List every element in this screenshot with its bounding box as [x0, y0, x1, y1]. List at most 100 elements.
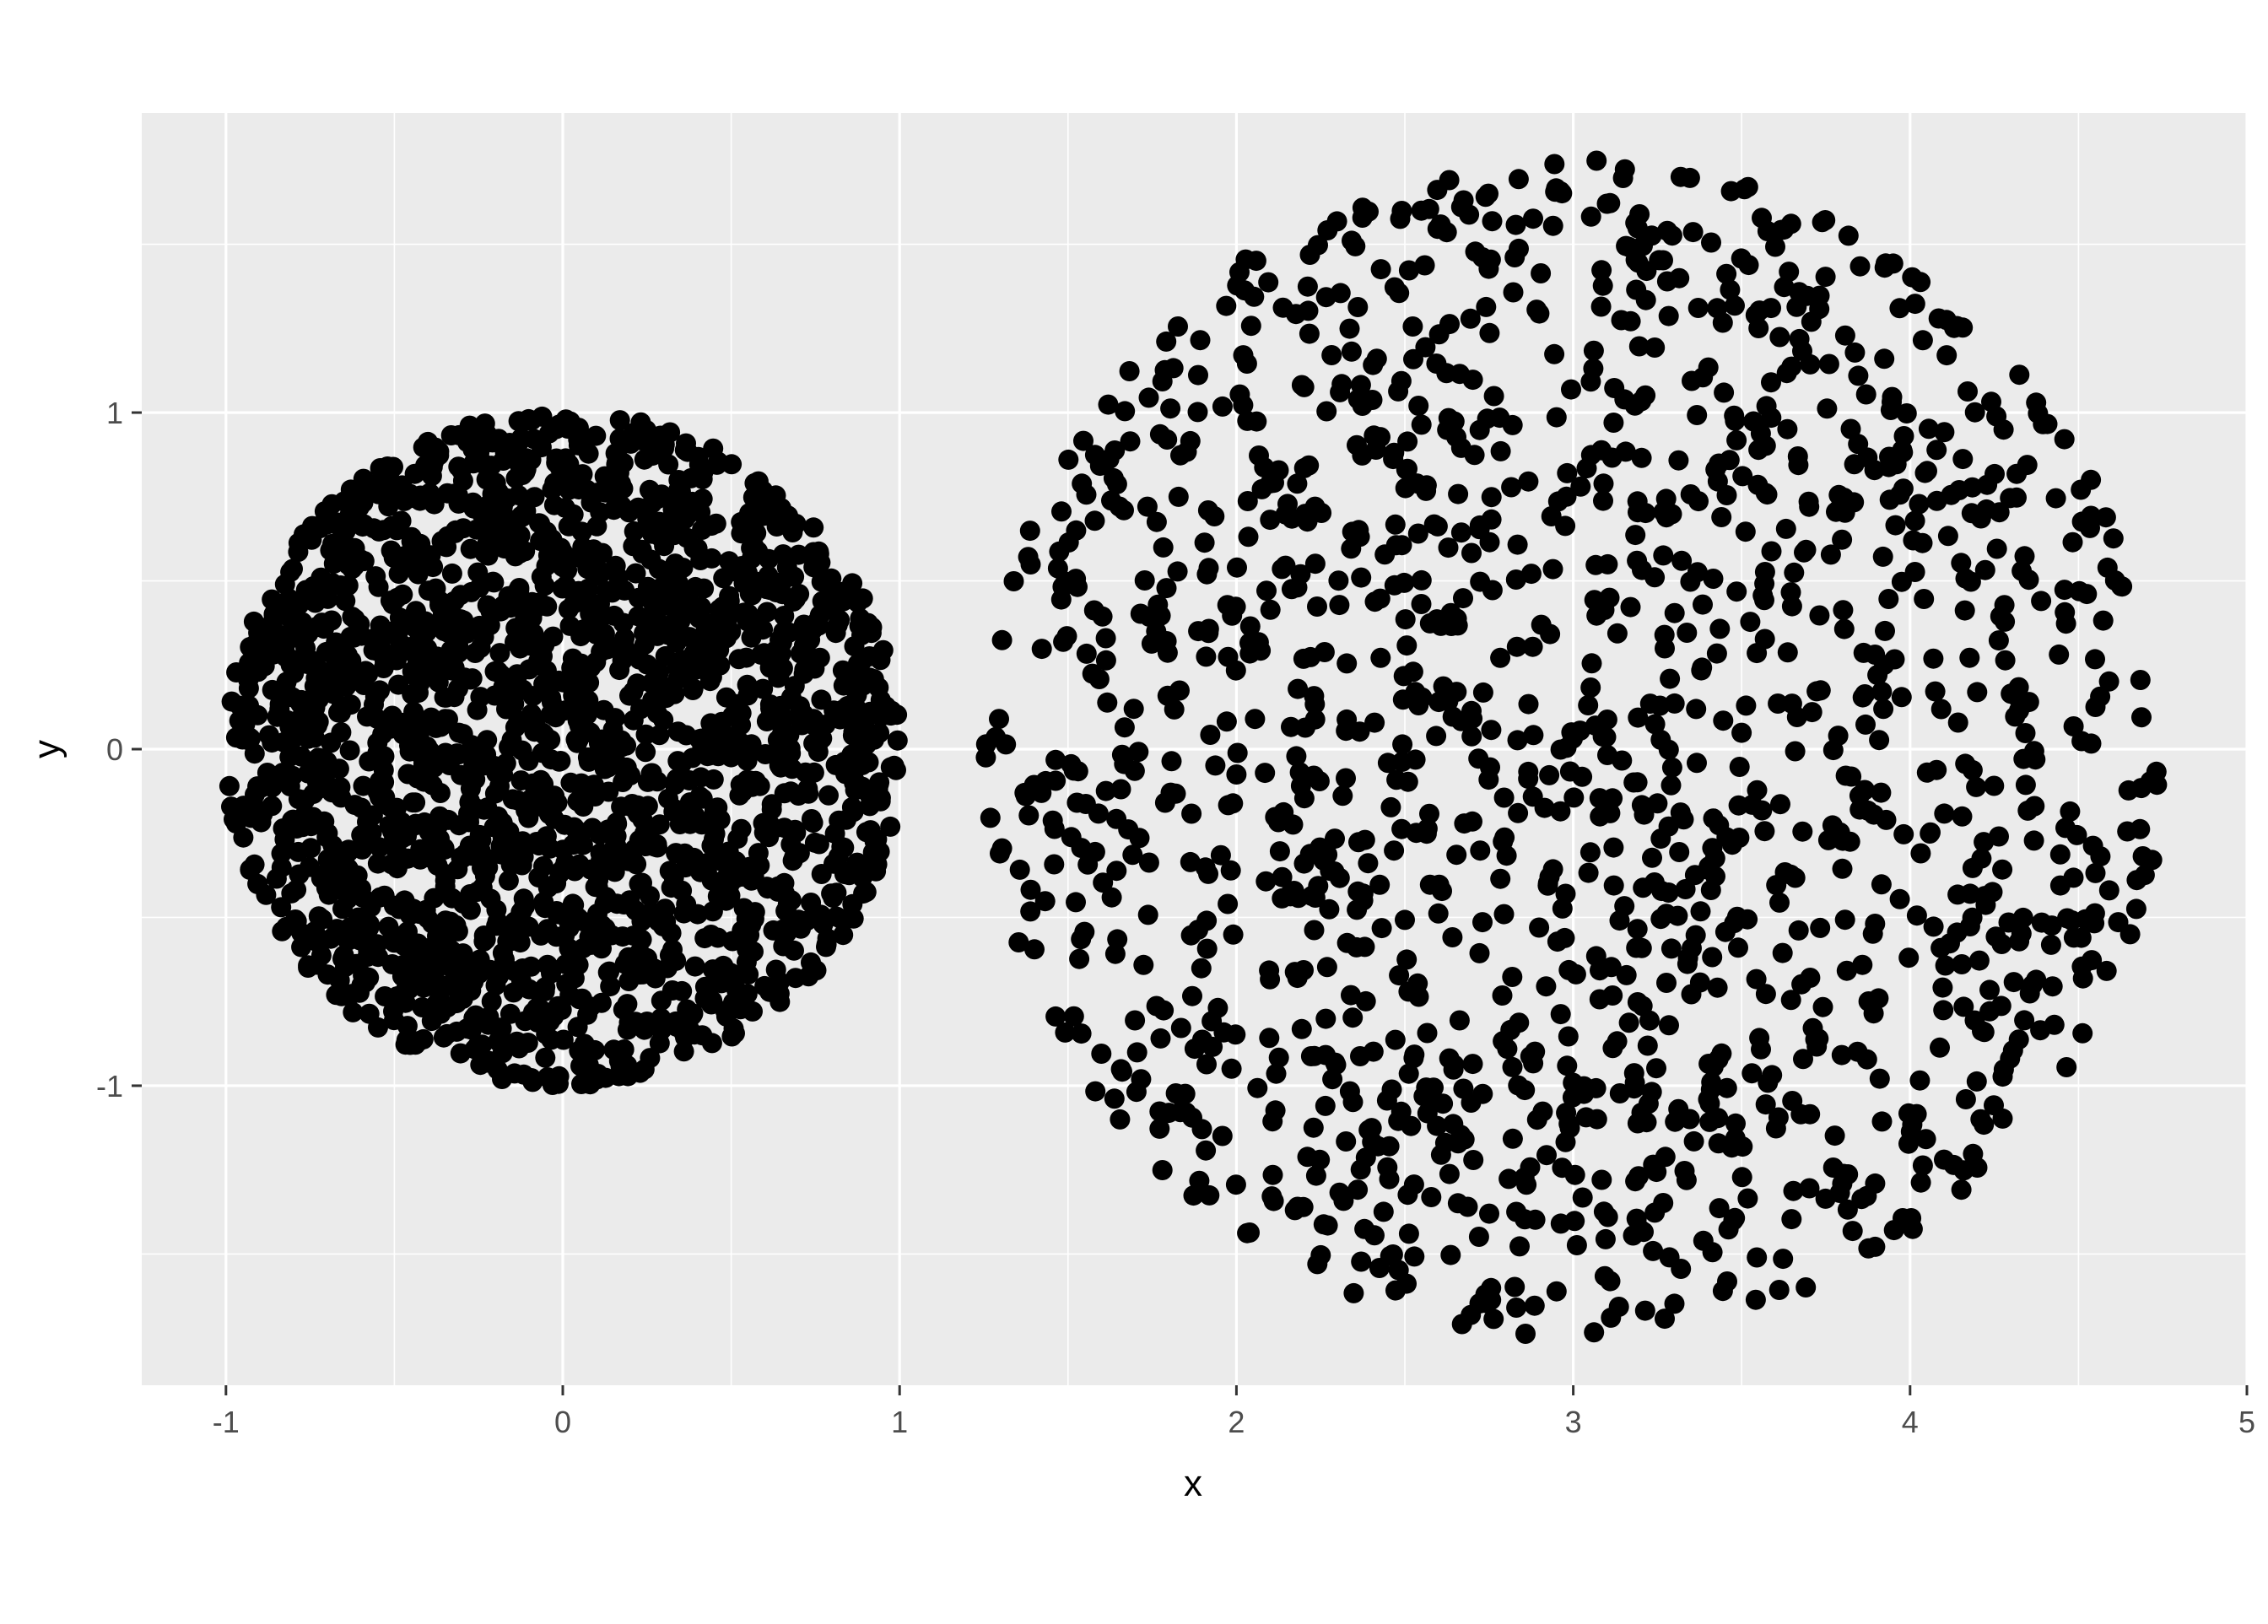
data-point [1291, 1018, 1312, 1039]
data-point [1415, 337, 1436, 358]
data-point [1628, 336, 1650, 357]
data-point [1169, 680, 1190, 701]
data-point [2054, 429, 2075, 450]
data-point [584, 922, 605, 942]
data-point [572, 537, 593, 558]
data-point [1701, 232, 1721, 253]
data-point [266, 868, 287, 889]
data-point [1754, 629, 1775, 650]
data-point [1982, 882, 2003, 903]
data-point [544, 785, 565, 807]
data-point [1755, 1094, 1776, 1115]
data-point [1761, 407, 1782, 429]
data-point [1893, 442, 1914, 463]
data-point [1947, 712, 1968, 733]
data-point [1708, 1133, 1729, 1154]
data-point [696, 861, 717, 882]
data-point [1411, 594, 1432, 614]
data-point [1493, 787, 1515, 808]
data-point [1505, 214, 1526, 235]
data-point [701, 835, 722, 856]
data-point [1153, 537, 1174, 558]
data-point [1964, 1010, 1985, 1031]
data-point [586, 515, 608, 537]
data-point [1336, 1131, 1357, 1152]
data-point [1523, 725, 1544, 746]
data-point [1045, 770, 1066, 791]
data-point [1636, 1112, 1657, 1133]
data-point [1584, 590, 1605, 611]
data-point [522, 1002, 543, 1022]
data-point [1731, 1167, 1752, 1188]
data-point [2130, 670, 2151, 690]
data-point [1572, 766, 1593, 787]
data-point [1835, 765, 1856, 786]
data-point [758, 565, 779, 586]
data-point [1402, 316, 1423, 337]
data-point [1593, 490, 1613, 511]
data-point [886, 759, 906, 780]
data-point [240, 807, 262, 828]
data-point [1601, 957, 1622, 978]
data-point [1809, 605, 1830, 626]
data-point [1524, 1295, 1545, 1316]
data-point [2118, 780, 2139, 801]
data-point [418, 822, 440, 843]
data-point [1581, 653, 1602, 674]
data-point [649, 814, 670, 835]
data-point [578, 443, 599, 464]
data-point [396, 610, 417, 631]
data-point [659, 861, 680, 882]
data-point [1910, 272, 1931, 293]
data-point [471, 829, 492, 850]
data-point [1523, 1053, 1544, 1074]
data-point [339, 740, 360, 761]
data-point [515, 609, 536, 630]
data-point [1384, 840, 1405, 861]
data-point [343, 550, 364, 571]
data-point [2084, 903, 2105, 924]
data-point [1928, 308, 1949, 329]
grid-major [142, 113, 2249, 1385]
data-point [1644, 872, 1665, 893]
data-point [1992, 859, 2013, 880]
data-point [2103, 528, 2124, 549]
data-point [1698, 856, 1720, 877]
data-point [431, 531, 452, 552]
data-point [2072, 1022, 2093, 1044]
data-point [1775, 518, 1796, 539]
data-point [737, 750, 758, 771]
data-point [1833, 618, 1855, 639]
data-point [1971, 848, 1992, 869]
data-point [1459, 204, 1480, 225]
data-point [480, 959, 501, 980]
data-point [1034, 891, 1056, 912]
data-point [2012, 907, 2033, 928]
data-point [1935, 955, 1956, 976]
data-point [1896, 403, 1917, 424]
data-point [1110, 779, 1131, 800]
data-point [1545, 181, 1566, 202]
data-point [578, 751, 599, 772]
data-point [849, 615, 870, 636]
data-point [1747, 474, 1768, 495]
data-point [256, 763, 278, 783]
data-point [1768, 1107, 1789, 1128]
data-point [1398, 1063, 1419, 1084]
data-point [980, 807, 1001, 828]
data-point [219, 775, 240, 796]
data-point [1262, 1111, 1283, 1132]
data-point [986, 726, 1007, 747]
data-point [628, 606, 649, 627]
data-point [1873, 699, 1894, 720]
data-point [1698, 357, 1719, 378]
data-point [1934, 803, 1955, 824]
data-point [343, 1001, 364, 1022]
data-point [635, 724, 656, 745]
data-point [597, 731, 618, 752]
data-point [1268, 1047, 1289, 1068]
data-point [1342, 1092, 1364, 1113]
data-point [362, 805, 383, 826]
data-point [317, 760, 338, 781]
data-point [1660, 668, 1681, 689]
